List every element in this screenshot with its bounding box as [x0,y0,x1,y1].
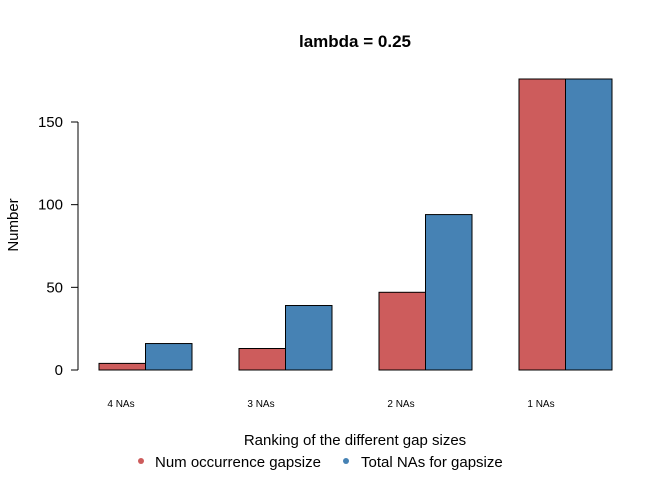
bars-group [98,78,613,371]
legend-label: Num occurrence gapsize [155,454,321,471]
bar-4-nas-series-2 [145,343,193,371]
x-axis-label: Ranking of the different gap sizes [244,432,466,449]
y-tick-label: 150 [38,114,63,131]
y-tick-label: 50 [46,279,63,296]
category-label: 1 NAs [527,399,554,410]
category-label: 3 NAs [247,399,274,410]
bar-1-nas-series-2 [565,78,613,371]
legend-marker [138,458,144,464]
y-tick-label: 0 [55,362,63,379]
category-label: 4 NAs [107,399,134,410]
bar-4-nas-series-1 [98,362,146,371]
bar-2-nas-series-2 [425,214,473,371]
y-tick-label: 100 [38,197,63,214]
y-axis-label: Number [5,198,22,251]
bar-3-nas-series-2 [285,305,333,371]
category-labels: 4 NAs 3 NAs 2 NAs 1 NAs [107,399,554,410]
bar-2-nas-series-1 [378,291,426,371]
legend-marker [343,458,349,464]
y-axis: 0 50 100 150 [38,114,79,379]
bar-3-nas-series-1 [238,348,286,371]
chart-title: lambda = 0.25 [299,32,411,51]
legend: Num occurrence gapsize Total NAs for gaps… [138,454,503,471]
category-label: 2 NAs [387,399,414,410]
bar-1-nas-series-1 [518,78,566,371]
legend-label: Total NAs for gapsize [361,454,503,471]
